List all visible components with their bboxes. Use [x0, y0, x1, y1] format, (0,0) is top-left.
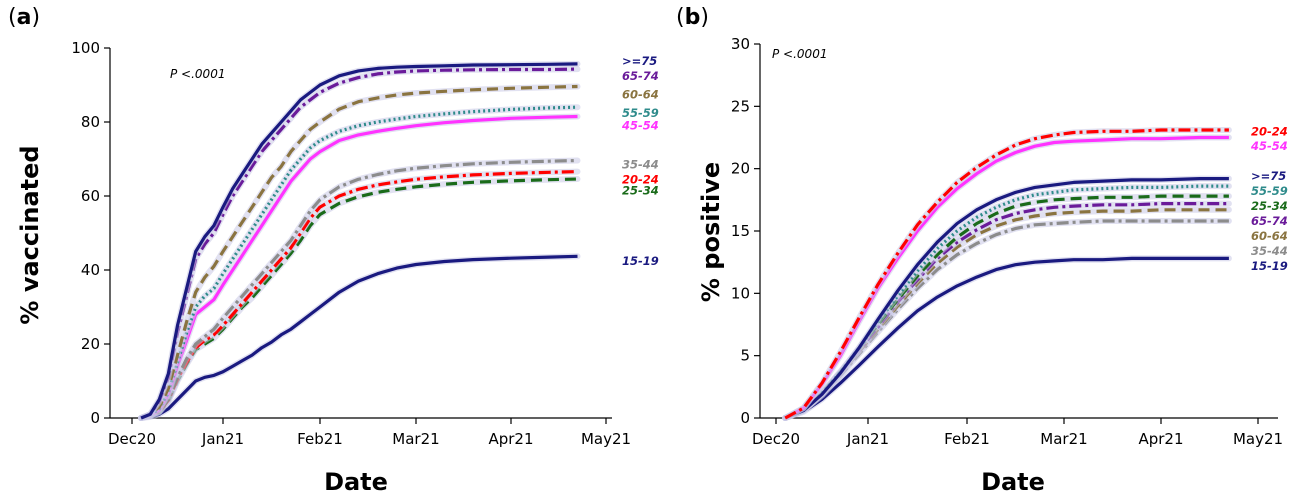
panel-a-y-tick-label: 60	[81, 187, 100, 205]
panel-a-label: (a)	[8, 5, 40, 30]
panel-a-series-label: 65-74	[622, 69, 659, 83]
panel-a-pvalue: P <.0001	[170, 67, 225, 81]
panel-b-series-label: 55-59	[1251, 184, 1288, 198]
panel-a-series-line	[140, 105, 578, 420]
panel-b-series-label: 15-19	[1251, 259, 1288, 273]
panel-b-y-tick-label: 15	[731, 222, 750, 240]
panel-b-series-band	[782, 218, 1232, 421]
panel-b-series-band	[782, 200, 1232, 421]
panel-b-xlabel: Date	[981, 468, 1045, 496]
panel-a-series-label: 60-64	[622, 87, 659, 101]
panel-b-series-line	[784, 177, 1229, 420]
panel-b-y-tick-label: 30	[731, 35, 750, 53]
panel-a-series-label: 20-24	[622, 172, 659, 186]
panel-b-x-tick-label: May21	[1233, 430, 1283, 448]
panel-b-series-band	[782, 206, 1232, 421]
panel-a-series-label: 15-19	[622, 254, 659, 268]
panel-b-pvalue: P <.0001	[772, 47, 827, 61]
panel-a-series-label: >=75	[622, 54, 657, 68]
panel-b-series-label: 20-24	[1251, 124, 1288, 138]
panel-a-x-tick-label: Jan21	[201, 430, 244, 448]
panel-a-ylabel: % vaccinated	[16, 145, 44, 324]
panel-b-series-line	[784, 202, 1229, 420]
panel-b-y-tick-label: 25	[731, 97, 750, 115]
panel-b-series-line	[784, 128, 1229, 420]
panel-b-x-tick-label: Dec20	[752, 430, 800, 448]
panel-a-series-line	[140, 158, 578, 420]
panel-a-series-line	[140, 84, 578, 420]
panel-a-series-band	[138, 176, 581, 421]
panel-a-x-tick-label: Dec20	[108, 430, 156, 448]
panel-a-y-tick-label: 0	[90, 409, 100, 427]
panel-b-series-label: 65-74	[1251, 214, 1288, 228]
panel-a-series-group	[138, 60, 581, 421]
panel-a-series-line	[140, 67, 578, 420]
panel-b-y-tick-label: 0	[740, 409, 750, 427]
panel-b-series-group	[782, 127, 1232, 421]
panel-a-series-band	[138, 104, 581, 421]
panel-b-series-label: 25-34	[1251, 199, 1288, 213]
panel-b-y-tick-label: 5	[740, 347, 750, 365]
panel-b-series-line	[784, 256, 1229, 420]
panel-b-x-tick-label: Apr21	[1138, 430, 1183, 448]
panel-b-x-tick-label: Feb21	[944, 430, 990, 448]
panel-a-x-tick-label: Mar21	[392, 430, 439, 448]
panel-b-series-line	[784, 184, 1229, 420]
panel-b-series-line	[784, 194, 1229, 420]
panel-a-series-line	[140, 62, 578, 420]
panel-b-series-label: >=75	[1251, 169, 1286, 183]
panel-a-y-tick-label: 80	[81, 113, 100, 131]
panel-b-series-line	[784, 208, 1229, 420]
panel-b-ylabel: % positive	[697, 162, 725, 302]
panel-b-series-label: 45-54	[1250, 139, 1288, 153]
panel-b-series-label: 35-44	[1251, 244, 1288, 258]
panel-a-x-tick-label: Feb21	[297, 430, 343, 448]
panel-b-series-line	[784, 219, 1229, 420]
panel-a-x-tick-label: May21	[581, 430, 631, 448]
panel-a-series-label: 55-59	[622, 106, 659, 120]
panel-a-x-tick-label: Apr21	[488, 430, 533, 448]
panel-a-y-tick-label: 100	[71, 39, 100, 57]
panel-a-series-label: 25-34	[622, 183, 659, 197]
panel-b-y-tick-label: 10	[731, 284, 750, 302]
panel-a-y-tick-label: 40	[81, 261, 100, 279]
panel-a-series-line	[140, 254, 578, 420]
panel-a-series-line	[140, 177, 578, 420]
panel-b-x-tick-label: Mar21	[1040, 430, 1087, 448]
panel-b: (b) P <.0001 % positive Date 0 5 10 15 20 25 3…	[676, 5, 1288, 496]
panel-b-x-tick-label: Jan21	[846, 430, 889, 448]
panel-a-series-label: 35-44	[622, 158, 659, 172]
panel-b-series-label: 60-64	[1251, 229, 1288, 243]
panel-a-y-tick-label: 20	[81, 335, 100, 353]
panel-a-series-label: 45-54	[621, 119, 659, 133]
panel-a: (a) P <.0001 % vaccinated Date 0 20 40 60 80…	[8, 5, 659, 496]
panel-a-xlabel: Date	[324, 468, 388, 496]
panel-b-label: (b)	[676, 5, 709, 30]
panel-b-y-tick-label: 20	[731, 160, 750, 178]
